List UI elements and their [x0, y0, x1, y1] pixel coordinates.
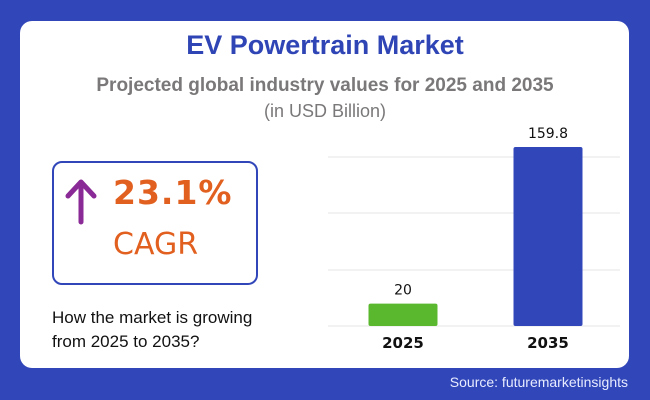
- arrow-up-icon: [65, 179, 97, 225]
- data-label-2025: 20: [394, 283, 412, 299]
- x-tick-label-2025: 2025: [382, 334, 424, 352]
- page-title: EV Powertrain Market: [186, 30, 464, 60]
- bar-2025: [368, 303, 438, 326]
- cagr-label: CAGR: [113, 227, 199, 262]
- cagr-value: 23.1%: [113, 173, 233, 212]
- source-note: Source: futuremarketinsights: [449, 374, 628, 390]
- growth-question: How the market is growing from 2025 to 2…: [52, 308, 253, 351]
- x-tick-label-2035: 2035: [527, 334, 569, 352]
- unit-label: (in USD Billion): [263, 101, 387, 121]
- data-label-2035: 159.8: [528, 126, 568, 142]
- page-subtitle: Projected global industry values for 202…: [96, 75, 554, 96]
- cagr-box: [52, 161, 258, 285]
- bar-2035: [513, 147, 583, 326]
